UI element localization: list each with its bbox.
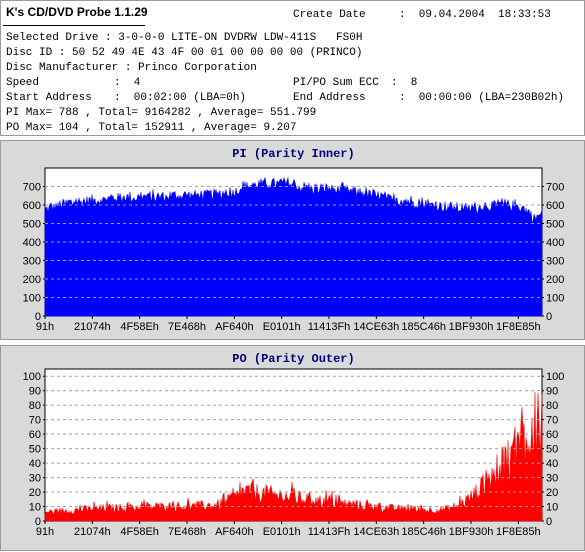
y-tick-label-right: 0 bbox=[546, 516, 552, 528]
y-tick-label-left: 500 bbox=[23, 219, 41, 231]
y-tick-label-right: 20 bbox=[546, 487, 558, 499]
x-tick-label: 91h bbox=[36, 321, 54, 333]
y-tick-label-left: 10 bbox=[29, 502, 41, 514]
x-tick-label: 14CE63h bbox=[353, 321, 399, 333]
series-area bbox=[44, 176, 543, 317]
y-tick-label-right: 90 bbox=[546, 386, 558, 398]
info-panel: K's CD/DVD Probe 1.1.29 Create Date : 09… bbox=[0, 0, 585, 136]
x-tick-label: 1F8E85h bbox=[496, 526, 541, 538]
disc-manufacturer-row: Disc Manufacturer : Princo Corporation bbox=[6, 62, 257, 74]
x-tick-label: AF640h bbox=[215, 321, 254, 333]
y-tick-label-right: 400 bbox=[546, 237, 564, 249]
start-address-value: : 00:02:00 (LBA=0h) bbox=[114, 92, 247, 104]
y-tick-label-left: 100 bbox=[23, 371, 41, 383]
title-underline bbox=[3, 25, 145, 26]
series-area bbox=[44, 391, 543, 522]
y-tick-label-right: 80 bbox=[546, 400, 558, 412]
create-date-value: : 09.04.2004 18:33:53 bbox=[399, 9, 551, 21]
pi-chart-panel: PI (Parity Inner) 0 0 100 100 200 200 300 300 400… bbox=[0, 140, 585, 340]
x-tick-label: E0101h bbox=[263, 321, 301, 333]
pi-chart: PI (Parity Inner) 0 0 100 100 200 200 300 300 400… bbox=[23, 147, 565, 333]
y-tick-label-right: 200 bbox=[546, 274, 564, 286]
series-fill bbox=[44, 391, 543, 522]
y-tick-label-left: 40 bbox=[29, 458, 41, 470]
y-tick-label-right: 700 bbox=[546, 182, 564, 194]
x-tick-label: 4F58Eh bbox=[120, 321, 159, 333]
y-tick-label-left: 80 bbox=[29, 400, 41, 412]
x-tick-label: 1BF930h bbox=[449, 321, 494, 333]
y-tick-label-right: 60 bbox=[546, 429, 558, 441]
y-tick-label-right: 10 bbox=[546, 502, 558, 514]
po-stats: PO Max= 104 , Total= 152911 , Average= 9… bbox=[6, 122, 297, 134]
x-tick-label: 7E468h bbox=[168, 321, 206, 333]
x-tick-label: 7E468h bbox=[168, 526, 206, 538]
create-date-label: Create Date bbox=[293, 9, 366, 21]
y-tick-label-left: 200 bbox=[23, 274, 41, 286]
x-tick-label: E0101h bbox=[263, 526, 301, 538]
y-tick-label-left: 0 bbox=[35, 311, 41, 323]
po-chart: PO (Parity Outer) 0 0 10 10 20 20 30 30 40 40 50 50 6… bbox=[23, 352, 565, 538]
selected-drive-row: Selected Drive : 3-0-0-0 LITE-ON DVDRW L… bbox=[6, 32, 363, 44]
x-tick-label: 91h bbox=[36, 526, 54, 538]
y-tick-label-left: 50 bbox=[29, 444, 41, 456]
y-tick-label-right: 600 bbox=[546, 200, 564, 212]
start-address-label: Start Address bbox=[6, 92, 92, 104]
y-tick-label-right: 50 bbox=[546, 444, 558, 456]
x-tick-label: 185C46h bbox=[401, 321, 446, 333]
chart-title: PO (Parity Outer) bbox=[232, 352, 354, 366]
y-tick-label-left: 20 bbox=[29, 487, 41, 499]
y-tick-label-right: 0 bbox=[546, 311, 552, 323]
y-tick-label-left: 90 bbox=[29, 386, 41, 398]
x-tick-label: 1F8E85h bbox=[496, 321, 541, 333]
series-fill bbox=[44, 176, 543, 317]
y-tick-label-left: 0 bbox=[35, 516, 41, 528]
chart-title: PI (Parity Inner) bbox=[232, 147, 354, 161]
y-tick-label-left: 60 bbox=[29, 429, 41, 441]
x-tick-label: 11413Fh bbox=[308, 526, 351, 538]
y-tick-label-right: 70 bbox=[546, 415, 558, 427]
x-tick-label: 21074h bbox=[74, 526, 111, 538]
y-tick-label-right: 500 bbox=[546, 219, 564, 231]
y-tick-label-right: 300 bbox=[546, 256, 564, 268]
y-tick-label-left: 600 bbox=[23, 200, 41, 212]
end-address-value: : 00:00:00 (LBA=230B02h) bbox=[399, 92, 565, 104]
y-tick-label-left: 700 bbox=[23, 182, 41, 194]
speed-value: : 4 bbox=[114, 77, 141, 89]
x-tick-label: AF640h bbox=[215, 526, 254, 538]
y-tick-label-left: 100 bbox=[23, 293, 41, 305]
po-chart-panel: PO (Parity Outer) 0 0 10 10 20 20 30 30 40 40 50 50 6… bbox=[0, 345, 585, 551]
app-title: K's CD/DVD Probe 1.1.29 bbox=[6, 5, 148, 19]
speed-label: Speed bbox=[6, 77, 40, 89]
y-tick-label-right: 30 bbox=[546, 473, 558, 485]
pi-stats: PI Max= 788 , Total= 9164282 , Average= … bbox=[6, 107, 317, 119]
end-address-label: End Address bbox=[293, 92, 366, 104]
y-tick-label-left: 300 bbox=[23, 256, 41, 268]
y-tick-label-right: 100 bbox=[546, 293, 564, 305]
x-tick-label: 1BF930h bbox=[449, 526, 494, 538]
y-tick-label-right: 100 bbox=[546, 371, 564, 383]
sum-ecc-label: PI/PO Sum ECC bbox=[293, 77, 379, 89]
y-tick-label-left: 70 bbox=[29, 415, 41, 427]
y-tick-label-right: 40 bbox=[546, 458, 558, 470]
x-tick-label: 14CE63h bbox=[353, 526, 399, 538]
disc-id-row: Disc ID : 50 52 49 4E 43 4F 00 01 00 00 … bbox=[6, 47, 363, 59]
x-tick-label: 21074h bbox=[74, 321, 111, 333]
sum-ecc-value: : 8 bbox=[391, 77, 418, 89]
x-tick-label: 4F58Eh bbox=[120, 526, 159, 538]
x-tick-label: 185C46h bbox=[401, 526, 446, 538]
x-tick-label: 11413Fh bbox=[308, 321, 351, 333]
y-tick-label-left: 30 bbox=[29, 473, 41, 485]
y-tick-label-left: 400 bbox=[23, 237, 41, 249]
